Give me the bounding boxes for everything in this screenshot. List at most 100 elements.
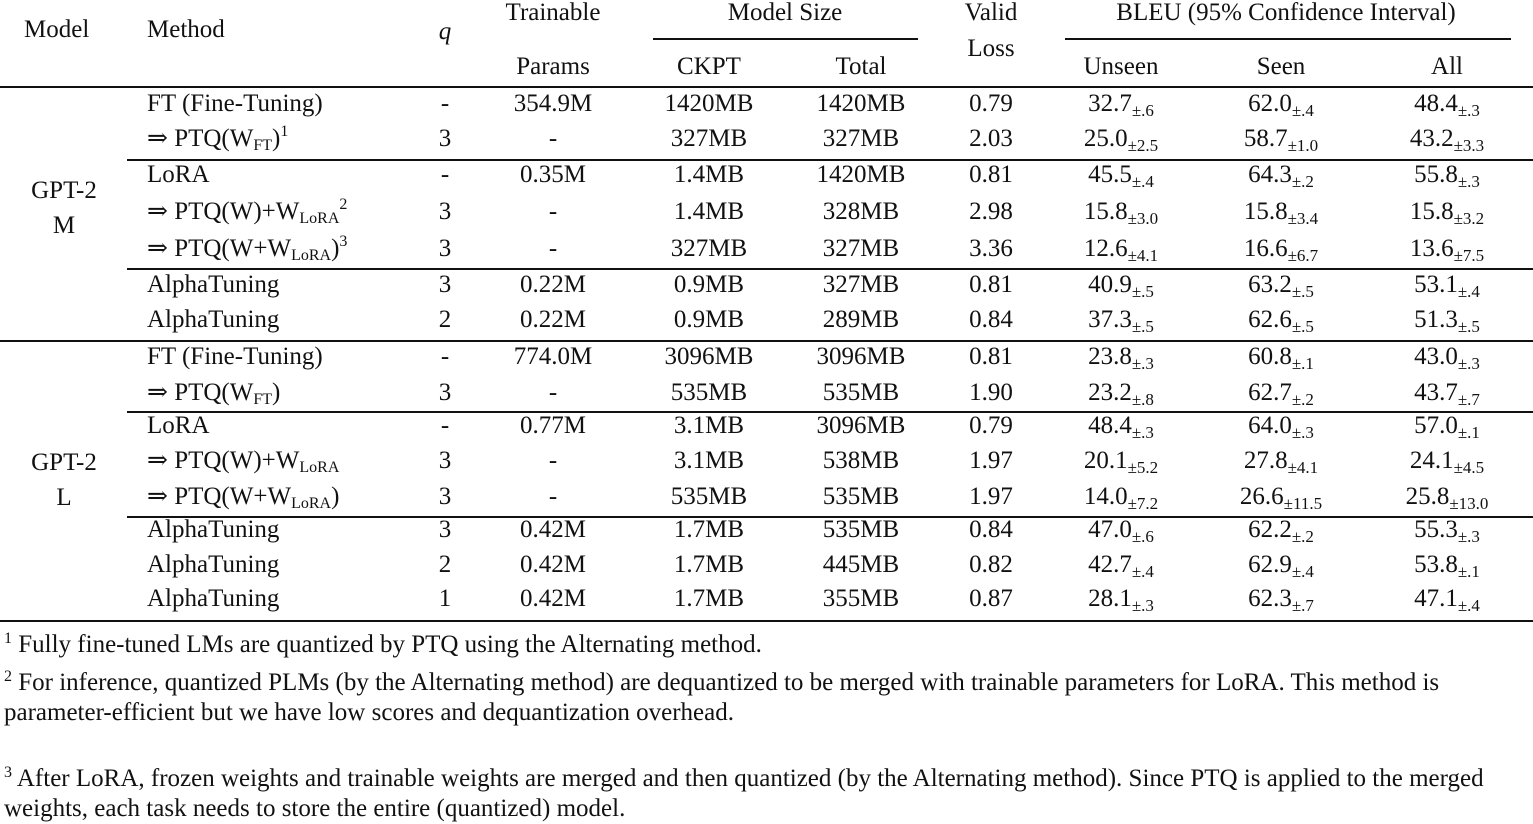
bleu-value: 15.8 bbox=[1083, 198, 1128, 225]
confidence-interval: ±.7 bbox=[1457, 390, 1480, 409]
implies-arrow: ⇒ bbox=[147, 235, 175, 262]
confidence-interval: ±.5 bbox=[1291, 282, 1314, 301]
bleu-value: 42.7 bbox=[1088, 551, 1132, 578]
bleu-unseen-cell: 28.1±.3 bbox=[1088, 586, 1154, 614]
ckpt-cell: 535MB bbox=[670, 379, 748, 406]
model-label: L bbox=[56, 484, 72, 511]
bleu-value: 53.1 bbox=[1414, 271, 1458, 298]
footnote-text: For inference, quantized PLMs (by the Al… bbox=[4, 669, 1440, 726]
params-cell: 0.42M bbox=[520, 585, 586, 612]
header-total: Total bbox=[835, 53, 887, 80]
weight-subscript: LoRA bbox=[291, 247, 332, 264]
header-unseen: Unseen bbox=[1083, 53, 1159, 80]
confidence-interval: ±5.2 bbox=[1127, 458, 1159, 477]
bleu-value: 63.2 bbox=[1248, 271, 1292, 298]
params-cell: - bbox=[548, 447, 558, 474]
confidence-interval: ±.5 bbox=[1131, 282, 1154, 301]
total-size-cell: 1420MB bbox=[816, 161, 906, 188]
confidence-interval: ±.5 bbox=[1457, 317, 1480, 336]
q-cell: 3 bbox=[438, 198, 452, 225]
bleu-unseen-cell: 40.9±.5 bbox=[1088, 272, 1154, 300]
method-name: PTQ(W+W bbox=[174, 483, 292, 510]
confidence-interval: ±3.0 bbox=[1127, 209, 1159, 228]
bleu-value: 14.0 bbox=[1083, 483, 1128, 510]
method-cell: LoRA bbox=[147, 413, 210, 438]
valid-loss-cell: 2.03 bbox=[969, 125, 1013, 152]
bleu-seen-cell: 63.2±.5 bbox=[1248, 271, 1314, 300]
implies-arrow: ⇒ bbox=[147, 198, 175, 225]
confidence-interval: ±.2 bbox=[1291, 527, 1314, 546]
header-bottom-rule bbox=[0, 86, 1533, 88]
params-cell: 0.42M bbox=[520, 551, 586, 578]
params-cell: 0.77M bbox=[520, 412, 586, 439]
bleu-all-cell: 47.1±.4 bbox=[1414, 585, 1480, 614]
bleu-seen-cell: 27.8±4.1 bbox=[1244, 448, 1318, 476]
footnote: 3 After LoRA, frozen weights and trainab… bbox=[4, 764, 1532, 824]
q-cell: 2 bbox=[438, 551, 452, 578]
header-model: Model bbox=[24, 16, 90, 43]
bleu-seen-cell: 62.0±.4 bbox=[1248, 91, 1314, 119]
bleu-seen-cell: 16.6±6.7 bbox=[1243, 235, 1318, 264]
bleu-seen-cell: 62.6±.5 bbox=[1248, 306, 1314, 335]
valid-loss-cell: 1.97 bbox=[969, 483, 1013, 510]
footnote-marker: 2 bbox=[339, 196, 348, 213]
bleu-value: 47.1 bbox=[1414, 585, 1458, 612]
bleu-value: 60.8 bbox=[1248, 343, 1292, 370]
model-size-rule bbox=[653, 38, 918, 40]
ckpt-cell: 1.4MB bbox=[673, 198, 745, 225]
bleu-unseen-cell: 42.7±.4 bbox=[1088, 551, 1154, 580]
method-close: ) bbox=[331, 235, 340, 262]
q-cell: - bbox=[440, 343, 450, 370]
confidence-interval: ±6.7 bbox=[1287, 246, 1319, 265]
bleu-value: 64.3 bbox=[1248, 161, 1292, 188]
total-size-cell: 538MB bbox=[822, 447, 900, 474]
confidence-interval: ±3.2 bbox=[1453, 209, 1485, 228]
bleu-value: 62.6 bbox=[1248, 306, 1292, 333]
params-cell: - bbox=[548, 483, 558, 510]
method-name: AlphaTuning bbox=[147, 516, 280, 543]
bleu-value: 43.2 bbox=[1409, 125, 1454, 152]
bleu-all-cell: 25.8±13.0 bbox=[1406, 484, 1489, 512]
confidence-interval: ±4.5 bbox=[1453, 458, 1485, 477]
bleu-value: 23.2 bbox=[1088, 379, 1132, 406]
header-all: All bbox=[1431, 53, 1463, 80]
total-size-cell: 535MB bbox=[822, 516, 900, 543]
method-name: AlphaTuning bbox=[147, 306, 280, 333]
weight-subscript: FT bbox=[253, 137, 273, 154]
bleu-all-cell: 43.0±.3 bbox=[1414, 344, 1480, 372]
total-size-cell: 3096MB bbox=[816, 343, 906, 370]
bleu-unseen-cell: 47.0±.6 bbox=[1088, 517, 1154, 545]
bleu-all-cell: 13.6±7.5 bbox=[1410, 236, 1484, 264]
bleu-value: 32.7 bbox=[1088, 90, 1132, 117]
valid-loss-cell: 1.90 bbox=[969, 379, 1013, 406]
bleu-seen-cell: 26.6±11.5 bbox=[1240, 484, 1322, 512]
confidence-interval: ±.1 bbox=[1457, 423, 1480, 442]
bleu-all-cell: 43.2±3.3 bbox=[1409, 125, 1484, 154]
bleu-all-cell: 55.3±.3 bbox=[1414, 517, 1480, 545]
total-size-cell: 3096MB bbox=[816, 412, 906, 439]
bleu-all-cell: 15.8±3.2 bbox=[1410, 199, 1484, 227]
bleu-value: 64.0 bbox=[1248, 412, 1292, 439]
confidence-interval: ±13.0 bbox=[1449, 494, 1489, 513]
total-size-cell: 327MB bbox=[822, 125, 900, 152]
method-close: ) bbox=[331, 483, 340, 510]
method-name: LoRA bbox=[147, 412, 210, 439]
confidence-interval: ±.1 bbox=[1457, 562, 1480, 581]
bleu-unseen-cell: 23.2±.8 bbox=[1088, 379, 1154, 408]
method-close: ) bbox=[272, 125, 281, 152]
bleu-all-cell: 53.8±.1 bbox=[1414, 552, 1480, 580]
bleu-seen-cell: 64.3±.2 bbox=[1248, 161, 1314, 190]
valid-loss-cell: 0.84 bbox=[969, 306, 1013, 333]
total-size-cell: 327MB bbox=[822, 235, 900, 262]
footnote: 1 Fully fine-tuned LMs are quantized by … bbox=[4, 630, 1532, 660]
bleu-all-cell: 43.7±.7 bbox=[1414, 380, 1480, 408]
header-method: Method bbox=[147, 16, 225, 43]
method-name: PTQ(W bbox=[174, 379, 254, 406]
header-bleu: BLEU (95% Confidence Interval) bbox=[1116, 0, 1456, 26]
q-cell: 3 bbox=[438, 516, 452, 543]
confidence-interval: ±.2 bbox=[1291, 172, 1314, 191]
bleu-value: 16.6 bbox=[1243, 235, 1288, 262]
valid-loss-cell: 0.81 bbox=[969, 343, 1013, 370]
bleu-all-cell: 24.1±4.5 bbox=[1410, 448, 1484, 476]
confidence-interval: ±.4 bbox=[1291, 101, 1314, 120]
